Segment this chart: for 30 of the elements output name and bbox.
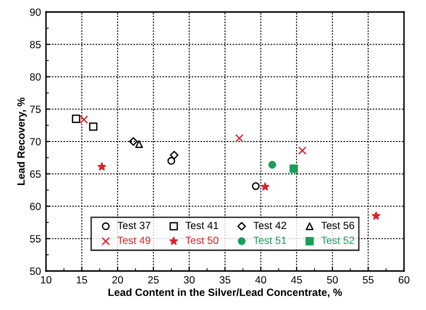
y-tick-label: 60 <box>30 202 41 210</box>
legend-label: Test 49 <box>117 236 150 244</box>
y-tick-label: 55 <box>30 235 41 242</box>
y-tick-label: 70 <box>30 138 41 146</box>
legend-label: Test 52 <box>321 236 354 244</box>
x-tick-label: 60 <box>398 276 410 284</box>
x-tick-label: 55 <box>362 276 374 284</box>
legend-label: Test 50 <box>185 236 218 244</box>
legend-label: Test 41 <box>185 222 218 230</box>
x-tick-label: 20 <box>112 276 123 284</box>
legend-label: Test 42 <box>253 222 286 230</box>
y-tick-label: 85 <box>30 40 41 48</box>
x-axis-title: Lead Content in the Silver/Lead Concentrate, % <box>108 288 342 298</box>
x-tick-label: 15 <box>76 276 88 284</box>
y-tick-label: 75 <box>30 106 41 113</box>
y-tick-label: 90 <box>30 8 41 16</box>
x-tick-label: 35 <box>220 276 230 284</box>
legend-label: Test 37 <box>117 222 150 230</box>
y-tick-label: 50 <box>30 268 41 275</box>
legend-label: Test 56 <box>321 222 354 230</box>
x-tick-label: 30 <box>184 276 195 284</box>
x-tick-label: 25 <box>148 276 159 284</box>
y-tick-label: 65 <box>30 170 41 178</box>
x-tick-label: 10 <box>41 276 52 284</box>
x-tick-label: 45 <box>291 276 302 284</box>
legend-label: Test 51 <box>253 236 286 244</box>
x-tick-label: 50 <box>327 276 338 284</box>
y-axis-title: Lead Recovery, % <box>17 98 27 185</box>
x-tick-label: 40 <box>255 276 266 284</box>
y-tick-label: 80 <box>30 73 41 81</box>
